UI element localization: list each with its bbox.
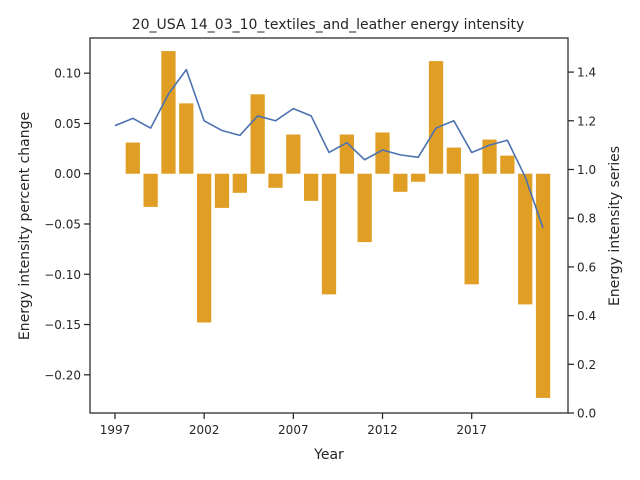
- bar: [446, 147, 461, 174]
- y-tick-label: 0.00: [54, 167, 81, 181]
- y2-tick-label: 0.8: [577, 212, 596, 226]
- bar: [464, 173, 479, 285]
- bar: [179, 103, 194, 174]
- bar: [161, 51, 176, 174]
- bar-series: [125, 51, 551, 398]
- y2-tick-label: 0.2: [577, 358, 596, 372]
- y-axis-right: 0.0 0.2 0.4 0.6 0.8 1.0 1.2 1.4: [568, 66, 596, 421]
- x-tick-label: 2002: [189, 423, 220, 437]
- bar: [214, 173, 230, 208]
- x-tick-label: 2012: [367, 423, 398, 437]
- bar: [375, 132, 390, 174]
- bar: [482, 139, 497, 174]
- y2-tick-label: 0.0: [577, 407, 596, 421]
- x-axis: 1997 2002 2007 2012 2017: [100, 413, 487, 437]
- bar: [339, 134, 354, 174]
- bar: [518, 173, 533, 305]
- bar: [197, 173, 212, 323]
- series-line: [114, 68, 544, 229]
- bar: [286, 134, 301, 174]
- x-axis-label: Year: [313, 447, 344, 463]
- y2-tick-label: 1.2: [577, 114, 596, 128]
- y2-tick-label: 1.0: [577, 163, 596, 177]
- y-tick-label: −0.15: [44, 318, 81, 332]
- bar: [321, 173, 337, 295]
- bar: [250, 94, 265, 174]
- bar: [232, 173, 247, 193]
- chart-title: 20_USA 14_03_10_textiles_and_leather ene…: [132, 17, 525, 33]
- y-tick-label: −0.20: [44, 368, 81, 382]
- plot-frame: [89, 37, 569, 414]
- bar: [535, 173, 551, 398]
- y2-axis-label: Energy intensity series: [607, 146, 623, 306]
- x-tick-label: 2007: [278, 423, 309, 437]
- bar: [125, 142, 140, 174]
- bar: [268, 173, 283, 188]
- y-tick-label: −0.10: [44, 268, 81, 282]
- y2-tick-label: 1.4: [577, 66, 596, 80]
- bar: [428, 61, 444, 174]
- bar: [411, 173, 426, 182]
- y-axis-left: −0.20 −0.15 −0.10 −0.05 0.00 0.05 0.10: [44, 67, 90, 382]
- bar: [143, 173, 158, 207]
- x-tick-label: 1997: [100, 423, 131, 437]
- bar: [304, 173, 319, 201]
- bar: [500, 155, 515, 174]
- line-series: [114, 68, 544, 229]
- y2-tick-label: 0.6: [577, 260, 596, 274]
- y-tick-label: −0.05: [44, 217, 81, 231]
- x-tick-label: 2017: [456, 423, 487, 437]
- y-axis-label: Energy intensity percent change: [17, 112, 33, 340]
- y-tick-label: 0.05: [54, 117, 81, 131]
- y-tick-label: 0.10: [54, 67, 81, 81]
- bar: [393, 173, 408, 192]
- bar: [357, 173, 372, 243]
- y2-tick-label: 0.4: [577, 309, 596, 323]
